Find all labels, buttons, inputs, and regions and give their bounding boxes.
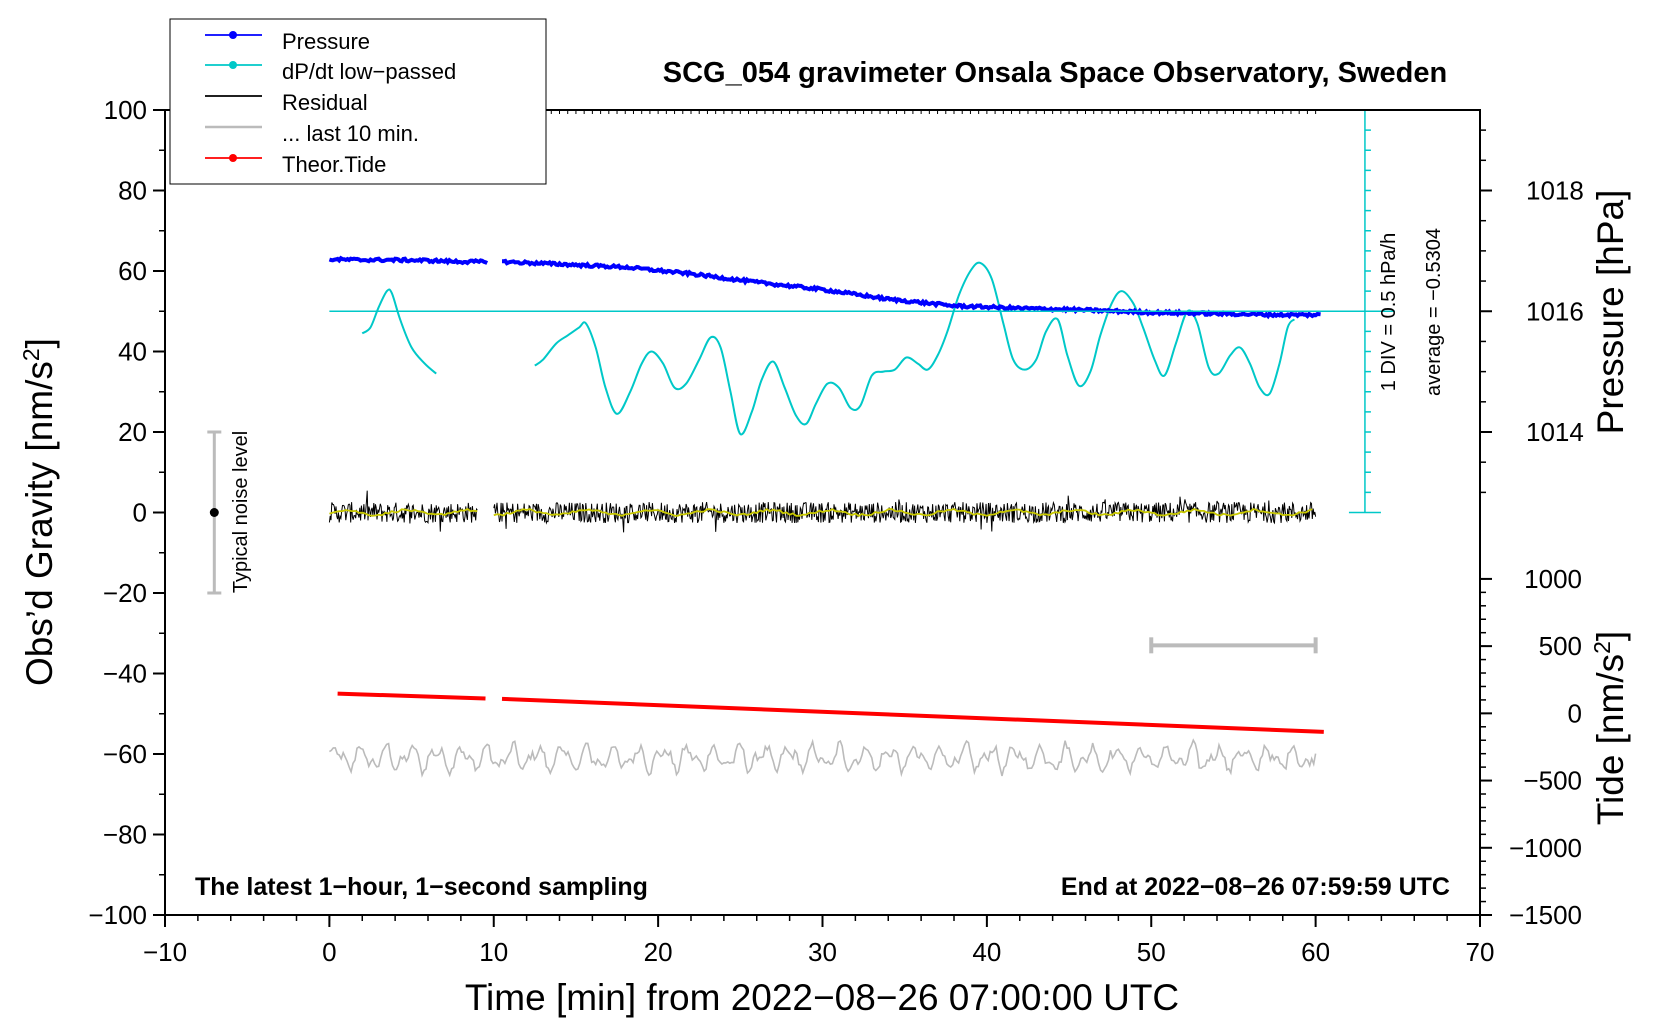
legend-label-last10: ... last 10 min. <box>282 121 419 146</box>
tide-tick-label: −500 <box>1523 766 1582 796</box>
y-tick-label: −100 <box>88 900 147 930</box>
x-tick-label: −10 <box>143 937 187 967</box>
pressure-tick-label: 1018 <box>1526 176 1584 206</box>
tide-tick-label: 1000 <box>1524 564 1582 594</box>
pressure-series-line <box>328 255 489 266</box>
x-tick-label: 20 <box>644 937 673 967</box>
residual-series-line <box>328 490 478 532</box>
y-tick-label: 0 <box>133 498 147 528</box>
y-tick-label: −40 <box>103 659 147 689</box>
scale-bar-label-average: average = −0.5304 <box>1423 228 1445 396</box>
legend-label-dpdt: dP/dt low−passed <box>282 59 456 84</box>
tide-tick-label: 500 <box>1539 631 1582 661</box>
x-tick-label: 70 <box>1466 937 1495 967</box>
pressure-series-line <box>502 258 1321 320</box>
residual-series-line <box>493 495 1317 533</box>
extras-group <box>207 109 1395 654</box>
y-tick-label: −20 <box>103 578 147 608</box>
x-axis-label: Time [min] from 2022−08−26 07:00:00 UTC <box>465 977 1179 1018</box>
dpdt-series-line <box>534 261 1296 436</box>
legend-label-tide: Theor.Tide <box>282 152 386 177</box>
y-tick-label: −80 <box>103 820 147 850</box>
tide-tick-label: 0 <box>1568 698 1582 728</box>
x-tick-label: 60 <box>1301 937 1330 967</box>
legend: Pressure dP/dt low−passed Residual ... l… <box>169 18 547 185</box>
legend-label-residual: Residual <box>282 90 368 115</box>
legend-marks <box>205 31 262 162</box>
residual-smoothed-line <box>493 507 1313 517</box>
legend-marker <box>229 61 237 69</box>
noise-bar-center-dot <box>209 508 219 517</box>
y-tick-label: 80 <box>118 176 147 206</box>
annotation-sampling: The latest 1−hour, 1−second sampling <box>195 873 648 901</box>
legend-label-pressure: Pressure <box>282 29 370 54</box>
y-tick-label: 20 <box>118 417 147 447</box>
y-axis-label: Obs’d Gravity [nm/s2] <box>18 338 60 686</box>
tide-axis-label: Tide [nm/s2] <box>1589 631 1631 825</box>
x-tick-label: 50 <box>1137 937 1166 967</box>
plot-frame <box>164 109 1481 916</box>
dpdt-series-line <box>361 288 437 375</box>
noise-bar-label: Typical noise level <box>230 431 252 593</box>
x-tick-label: 0 <box>322 937 336 967</box>
tide-tick-label: −1000 <box>1509 833 1582 863</box>
y-tick-label: 60 <box>118 256 147 286</box>
legend-marker <box>229 154 237 162</box>
x-tick-label: 10 <box>479 937 508 967</box>
annotation-end-time: End at 2022−08−26 07:59:59 UTC <box>1061 873 1450 901</box>
y-tick-label: 40 <box>118 337 147 367</box>
axis-ticks-group: −10 0 10 20 30 40 50 60 70−100−80−60−40−20020406… <box>88 95 1583 967</box>
residual-smoothed-line <box>329 507 478 517</box>
pressure-axis-label: Pressure [hPa] <box>1590 190 1631 435</box>
pressure-tick-label: 1014 <box>1526 417 1584 447</box>
last10-series-line <box>328 738 1317 778</box>
pressure-tick-label: 1016 <box>1526 296 1584 326</box>
x-tick-label: 40 <box>972 937 1001 967</box>
series-group <box>328 255 1324 778</box>
y-tick-label: −60 <box>103 739 147 769</box>
x-tick-label: 30 <box>808 937 837 967</box>
tide-tick-label: −1500 <box>1509 900 1582 930</box>
tide-series-line <box>501 696 1324 734</box>
scale-bar-label-div: 1 DIV = 0.5 hPa/h <box>1378 233 1400 391</box>
legend-marker <box>229 31 237 39</box>
chart-title: SCG_054 gravimeter Onsala Space Observat… <box>663 57 1447 89</box>
y-tick-label: 100 <box>104 95 147 125</box>
tide-series-line <box>337 691 486 701</box>
